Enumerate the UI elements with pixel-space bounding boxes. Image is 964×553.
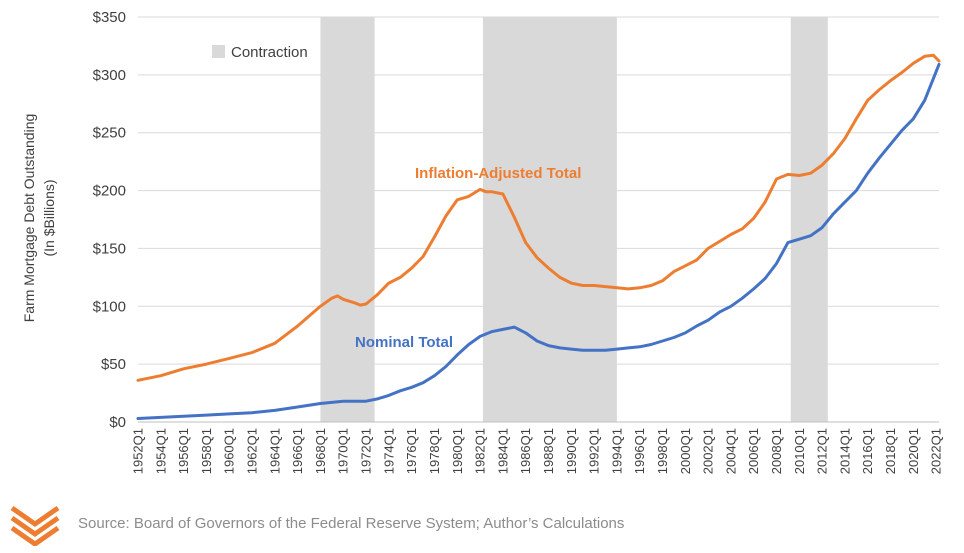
- x-tick-label: 1962Q1: [245, 428, 260, 474]
- contraction-bands: [320, 17, 828, 422]
- x-tick-label: 1980Q1: [450, 428, 465, 474]
- y-axis-label-line2: (In $Billions): [41, 179, 57, 256]
- y-tick-label: $350: [93, 9, 126, 26]
- x-tick-label: 1988Q1: [541, 428, 556, 474]
- x-tick-label: 2014Q1: [837, 428, 852, 474]
- y-axis-ticks: $0 $50 $100 $150 $200 $250 $300 $350: [93, 9, 126, 431]
- x-tick-label: 2006Q1: [746, 428, 761, 474]
- chevron-stack-logo: [10, 505, 60, 546]
- x-tick-label: 2008Q1: [769, 428, 784, 474]
- y-tick-label: $200: [93, 183, 126, 200]
- x-tick-label: 2018Q1: [883, 428, 898, 474]
- contraction-band-0: [320, 17, 375, 422]
- x-tick-label: 2004Q1: [723, 428, 738, 474]
- legend-swatch: [212, 45, 225, 58]
- x-tick-label: 1964Q1: [267, 428, 282, 474]
- x-tick-label: 1952Q1: [131, 428, 146, 474]
- x-tick-label: 1992Q1: [587, 428, 602, 474]
- x-tick-label: 2000Q1: [678, 428, 693, 474]
- x-tick-label: 2002Q1: [701, 428, 716, 474]
- x-tick-label: 1954Q1: [153, 428, 168, 474]
- x-tick-label: 1960Q1: [222, 428, 237, 474]
- source-note: Source: Board of Governors of the Federa…: [78, 515, 625, 532]
- y-tick-label: $50: [101, 356, 126, 373]
- y-tick-label: $300: [93, 67, 126, 84]
- x-tick-label: 1970Q1: [336, 428, 351, 474]
- series-lines: [136, 53, 941, 420]
- x-tick-label: 2022Q1: [929, 428, 944, 474]
- x-tick-label: 1982Q1: [473, 428, 488, 474]
- x-tick-label: 1958Q1: [199, 428, 214, 474]
- contraction-band-2: [790, 17, 828, 422]
- series-line-1: [136, 62, 941, 420]
- x-tick-label: 2010Q1: [792, 428, 807, 474]
- x-tick-label: 2016Q1: [860, 428, 875, 474]
- x-tick-label: 1974Q1: [381, 428, 396, 474]
- y-tick-label: $0: [109, 414, 126, 431]
- series-line-0: [136, 53, 941, 382]
- x-tick-label: 1966Q1: [290, 428, 305, 474]
- y-tick-label: $150: [93, 240, 126, 257]
- x-tick-label: 1968Q1: [313, 428, 328, 474]
- x-tick-label: 1996Q1: [632, 428, 647, 474]
- contraction-band-1: [482, 17, 617, 422]
- series-label-nominal: Nominal Total: [355, 334, 453, 351]
- line-chart: $0 $50 $100 $150 $200 $250 $300 $350 1952Q1 1954…: [21, 9, 944, 474]
- footer: Source: Board of Governors of the Federa…: [0, 498, 964, 553]
- y-tick-label: $100: [93, 298, 126, 315]
- x-tick-label: 1972Q1: [359, 428, 374, 474]
- x-axis-ticks: 1952Q1 1954Q1 1956Q1 1958Q1 1960Q1 1962Q1 1964…: [131, 428, 944, 474]
- y-axis-label-line1: Farm Mortgage Debt Outstanding: [21, 114, 37, 323]
- x-tick-label: 1986Q1: [518, 428, 533, 474]
- series-label-inflation-adjusted: Inflation-Adjusted Total: [415, 165, 581, 182]
- x-tick-label: 1984Q1: [495, 428, 510, 474]
- x-tick-label: 2012Q1: [815, 428, 830, 474]
- x-tick-label: 1990Q1: [564, 428, 579, 474]
- legend-label: Contraction: [231, 44, 308, 61]
- gridlines: [138, 16, 939, 365]
- x-tick-label: 2020Q1: [906, 428, 921, 474]
- x-tick-label: 1994Q1: [609, 428, 624, 474]
- x-tick-label: 1976Q1: [404, 428, 419, 474]
- x-tick-label: 1956Q1: [176, 428, 191, 474]
- y-tick-label: $250: [93, 125, 126, 142]
- x-tick-label: 1998Q1: [655, 428, 670, 474]
- x-tick-label: 1978Q1: [427, 428, 442, 474]
